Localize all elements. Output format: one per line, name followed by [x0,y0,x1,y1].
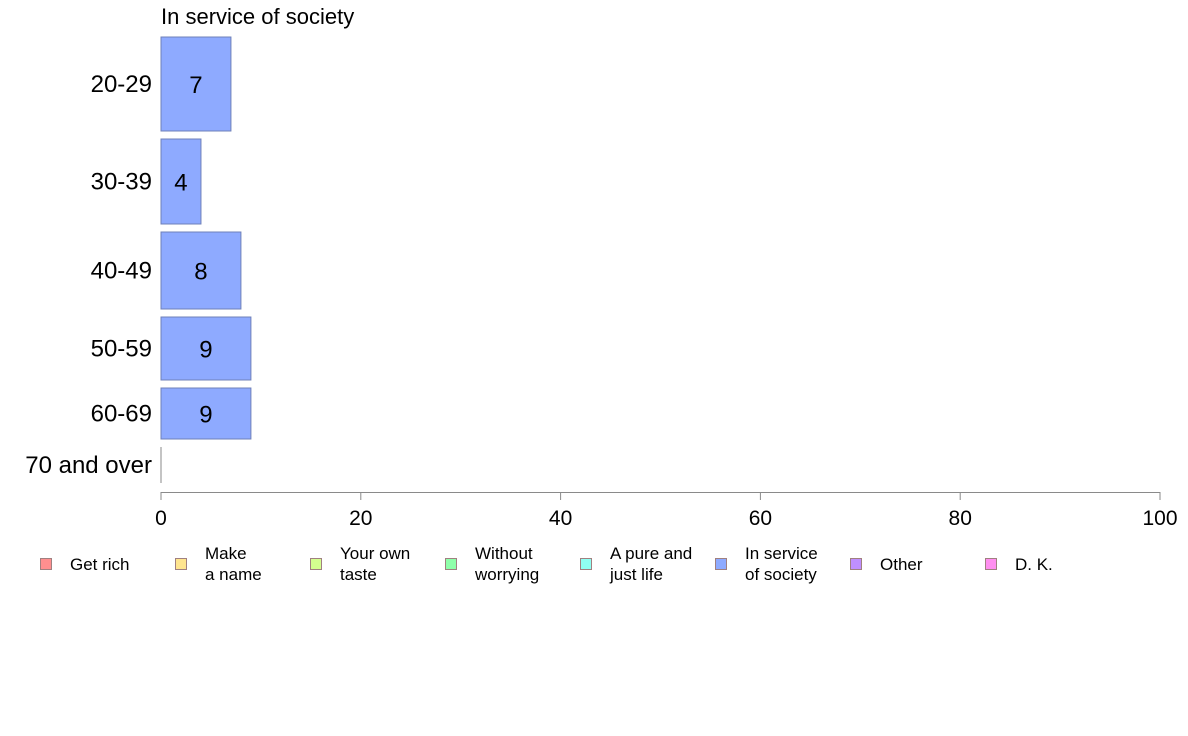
data-label-20-29: 7 [189,72,202,99]
x-tick-label-20: 20 [349,507,372,530]
category-label-60-69: 60-69 [91,401,152,428]
chart-title: In service of society [161,4,354,29]
legend-label: In service of society [745,544,818,584]
x-tick-label-100: 100 [1142,507,1177,530]
legend-item: Your own taste [310,543,410,585]
legend-swatch [310,558,322,570]
legend-label: Other [880,554,923,574]
legend-swatch [715,558,727,570]
legend-label: A pure and just life [610,544,693,584]
legend-swatch [40,558,52,570]
legend-label: D. K. [1015,554,1053,574]
legend-label: Make a name [205,544,262,584]
category-label-70-and-over: 70 and over [25,452,152,479]
bar-50-59 [160,316,252,381]
bar-40-49 [160,231,242,310]
category-label-40-49: 40-49 [91,258,152,285]
x-tick-label-60: 60 [749,507,772,530]
data-label-60-69: 9 [199,402,212,429]
legend-item: Make a name [175,543,262,585]
legend-item: Without worrying [445,543,539,585]
legend-item: Get rich [40,543,130,585]
legend-swatch [445,558,457,570]
category-label-50-59: 50-59 [91,336,152,363]
data-label-40-49: 8 [194,259,207,286]
x-tick-label-0: 0 [155,507,167,530]
data-label-50-59: 9 [199,337,212,364]
legend-label: Your own taste [340,544,411,584]
category-label-30-39: 30-39 [91,169,152,196]
legend-item: In service of society [715,543,818,585]
legend-label: Without worrying [475,544,540,584]
legend-item: D. K. [985,543,1053,585]
legend-swatch [580,558,592,570]
legend-label: Get rich [70,554,130,574]
legend-item: Other [850,543,923,585]
x-tick-label-80: 80 [949,507,972,530]
x-tick-label-40: 40 [549,507,572,530]
bar-20-29 [160,36,232,132]
data-label-30-39: 4 [174,170,187,197]
category-label-20-29: 20-29 [91,71,152,98]
legend-item: A pure and just life [580,543,692,585]
legend-swatch [985,558,997,570]
legend-swatch [850,558,862,570]
legend-swatch [175,558,187,570]
bar-30-39 [160,138,202,225]
bar-60-69 [160,387,252,440]
